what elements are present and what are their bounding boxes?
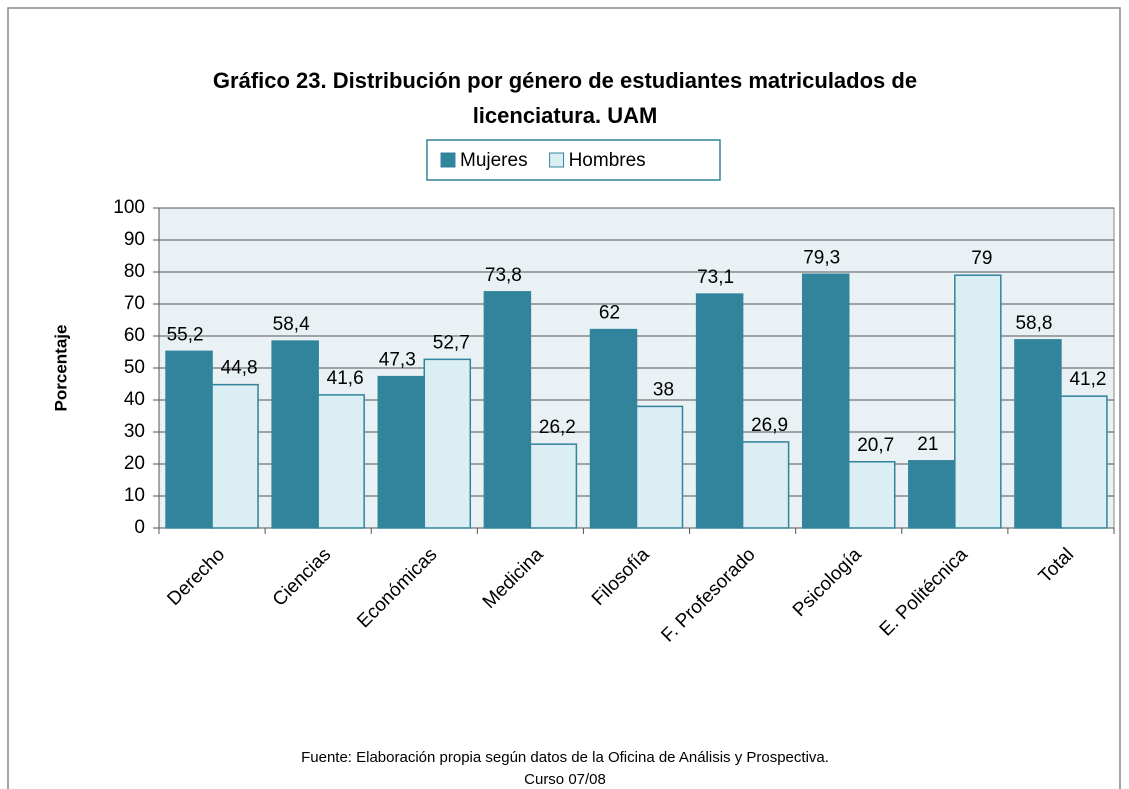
x-tick-label: F. Profesorado	[657, 544, 759, 646]
legend-label: Mujeres	[460, 150, 528, 171]
bar	[1014, 339, 1062, 529]
y-tick-label: 40	[124, 389, 145, 410]
x-tick-label: Filosofía	[588, 544, 654, 610]
data-label: 20,7	[857, 435, 894, 456]
y-tick-label: 60	[124, 325, 145, 346]
y-tick-label: 30	[124, 421, 145, 442]
bar	[211, 383, 259, 529]
data-label: 41,2	[1069, 369, 1106, 390]
source-note: Fuente: Elaboración propia según datos d…	[301, 749, 829, 766]
bar	[847, 461, 896, 529]
y-tick-label: 50	[124, 357, 145, 378]
y-tick-label: 100	[113, 197, 145, 218]
x-tick-label: Derecho	[163, 544, 229, 610]
data-label: 58,8	[1015, 313, 1052, 334]
bar	[529, 443, 578, 529]
x-tick-label: E. Politécnica	[876, 544, 973, 641]
y-tick-label: 70	[124, 293, 145, 314]
y-tick-label: 80	[124, 261, 145, 282]
data-label: 38	[653, 379, 674, 400]
data-label: 52,7	[433, 332, 470, 353]
chart-title: Gráfico 23. Distribución por género de e…	[213, 68, 917, 93]
bar	[423, 358, 472, 529]
x-tick-label: Total	[1035, 544, 1078, 587]
source-note: Curso 07/08	[524, 771, 606, 788]
bar	[695, 293, 744, 529]
legend-box	[426, 139, 721, 181]
data-label: 62	[599, 303, 620, 324]
data-label: 58,4	[273, 314, 310, 335]
data-label: 55,2	[167, 324, 204, 345]
data-label: 79	[971, 248, 992, 269]
chart-frame	[7, 7, 1121, 789]
y-tick-label: 90	[124, 229, 145, 250]
bar	[589, 328, 638, 529]
data-label: 79,3	[803, 247, 840, 268]
data-label: 47,3	[379, 350, 416, 371]
bar	[1060, 395, 1108, 529]
legend-swatch	[440, 152, 456, 168]
legend-label: Hombres	[569, 150, 646, 171]
bar	[165, 350, 213, 529]
x-tick-label: Psicología	[789, 544, 866, 621]
bar	[635, 405, 684, 529]
x-tick-label: Ciencias	[269, 544, 335, 610]
bar	[801, 273, 850, 529]
y-tick-label: 0	[134, 517, 145, 538]
data-label: 73,8	[485, 265, 522, 286]
bar	[483, 291, 532, 529]
data-label: 44,8	[221, 358, 258, 379]
bar	[908, 460, 956, 529]
chart-title: licenciatura. UAM	[473, 103, 658, 128]
legend-swatch	[549, 152, 565, 168]
x-tick-label: Económicas	[353, 544, 441, 632]
data-label: 21	[917, 434, 938, 455]
bar	[741, 441, 790, 529]
data-label: 26,2	[539, 417, 576, 438]
y-tick-label: 10	[124, 485, 145, 506]
bar	[377, 375, 426, 529]
data-label: 73,1	[697, 267, 734, 288]
data-label: 26,9	[751, 415, 788, 436]
bar	[271, 340, 319, 529]
y-tick-label: 20	[124, 453, 145, 474]
y-axis-label: Porcentaje	[51, 325, 70, 412]
data-label: 41,6	[327, 368, 364, 389]
x-tick-label: Medicina	[479, 544, 548, 613]
bar	[954, 274, 1002, 529]
bar	[317, 394, 365, 529]
